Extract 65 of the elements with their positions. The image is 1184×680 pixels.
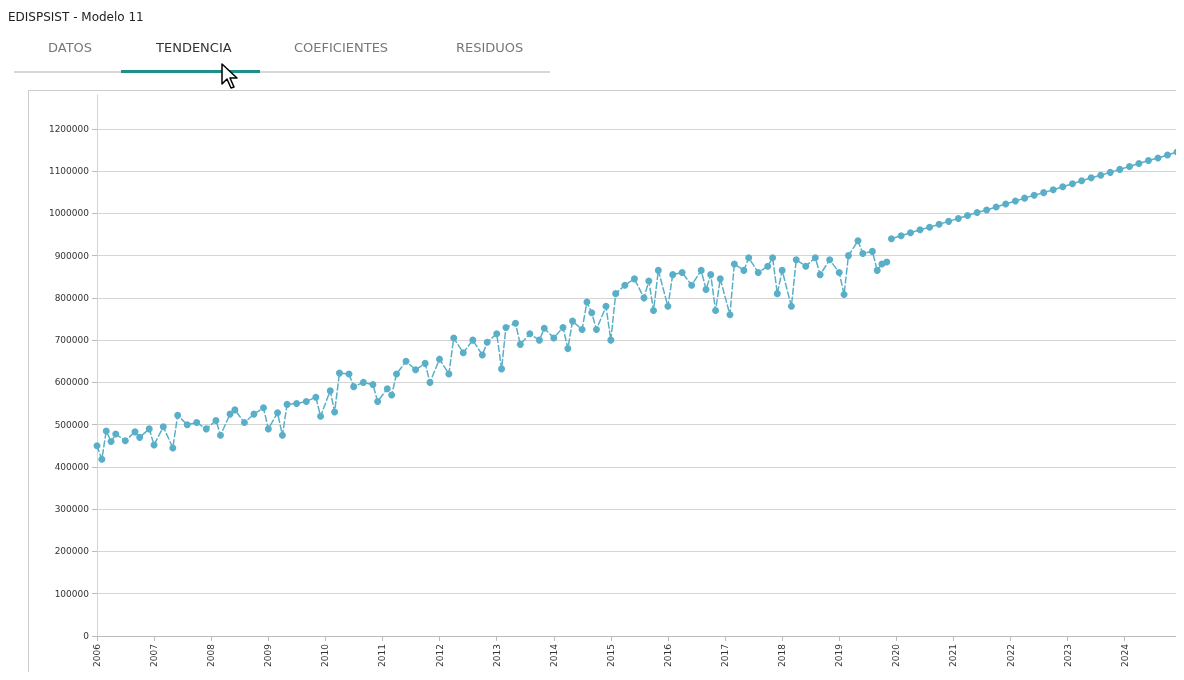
x-tick-label: 2022	[1005, 644, 1016, 667]
y-tick-label: 500000	[54, 419, 90, 430]
text: DATOS	[48, 40, 93, 55]
point	[983, 206, 991, 214]
x-tick-label: 2019	[834, 643, 845, 667]
point	[1021, 194, 1029, 202]
point	[1078, 177, 1086, 185]
text: RESIDUOS	[456, 40, 524, 55]
point	[1040, 189, 1048, 197]
point	[1144, 157, 1152, 165]
point	[935, 220, 943, 228]
y-tick-label: 800000	[54, 292, 90, 303]
y-tick-label: 400000	[54, 461, 90, 472]
x-tick-label: 2018	[777, 643, 788, 667]
y-tick-label: 900000	[54, 250, 90, 261]
x-tick-label: 2014	[548, 643, 559, 667]
point	[1068, 180, 1076, 188]
x-tick-label: 2020	[891, 643, 902, 667]
point	[1030, 191, 1038, 199]
point	[1059, 183, 1067, 191]
point	[926, 223, 934, 231]
x-tick-label: 2024	[1119, 643, 1130, 667]
point	[1087, 174, 1095, 182]
text: COEFICIENTES	[294, 40, 389, 55]
text: TENDENCIA	[156, 40, 232, 55]
x-tick-label: 2010	[320, 643, 331, 667]
x-tick-label: 2021	[948, 644, 959, 667]
y-tick-label: 1100000	[48, 166, 90, 177]
x-tick-label: 2013	[491, 644, 502, 667]
point	[1002, 200, 1010, 208]
point	[954, 214, 962, 222]
point	[1106, 168, 1114, 176]
point	[1135, 159, 1143, 167]
point	[887, 235, 895, 243]
y-tick-label: 100000	[54, 588, 90, 599]
point	[964, 211, 972, 219]
y-tick-label: 300000	[54, 504, 90, 515]
point	[1049, 186, 1057, 194]
point	[1126, 162, 1134, 170]
y-tick-label: 1200000	[48, 123, 90, 134]
x-tick-label: 2023	[1062, 644, 1073, 667]
y-tick-label: 0	[83, 631, 90, 641]
y-tick-label: 200000	[54, 546, 90, 557]
chart-title: EDISPSIST - Modelo 11	[8, 10, 144, 24]
x-tick-label: 2011	[377, 644, 388, 667]
point	[1116, 165, 1124, 173]
point	[897, 232, 905, 240]
point	[916, 226, 924, 234]
x-tick-label: 2009	[263, 643, 274, 667]
point	[1097, 171, 1105, 179]
y-tick-label: 600000	[54, 377, 90, 388]
y-tick-label: 700000	[54, 335, 90, 346]
point	[945, 217, 953, 225]
x-tick-label: 2008	[206, 643, 217, 667]
x-tick-label: 2016	[662, 643, 673, 667]
point	[1164, 151, 1171, 159]
x-tick-label: 2015	[605, 644, 616, 667]
y-tick-label: 1000000	[48, 208, 90, 219]
x-tick-label: 2012	[434, 644, 445, 667]
point	[907, 229, 914, 237]
point	[1011, 197, 1019, 205]
x-tick-label: 2006	[92, 643, 102, 667]
point	[973, 209, 981, 216]
x-tick-label: 2007	[149, 644, 160, 667]
x-tick-label: 2017	[720, 644, 731, 667]
